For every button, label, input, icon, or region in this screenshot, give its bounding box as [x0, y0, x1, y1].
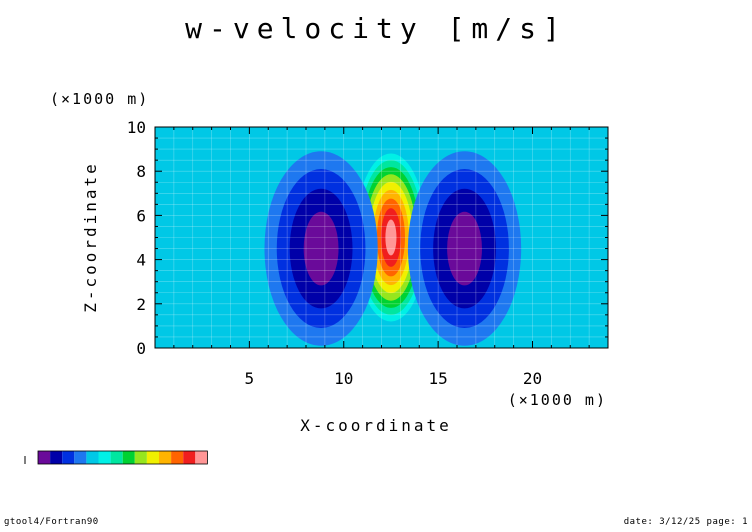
contour-band-updraft-0-13	[385, 219, 397, 256]
x-tick-label: 15	[428, 369, 447, 388]
colorbar-swatch	[110, 451, 123, 464]
colorbar-swatch	[195, 451, 208, 464]
x-tick-label: 20	[523, 369, 542, 388]
chart-title: w-velocity [m/s]	[185, 12, 567, 45]
colorbar-swatch	[98, 451, 111, 464]
y-tick-label: 4	[136, 251, 146, 270]
x-axis-label: X-coordinate	[300, 416, 452, 435]
color-legend	[24, 450, 208, 465]
colorbar-swatch	[86, 451, 99, 464]
contour-fills	[155, 127, 608, 348]
y-unit-label: (×1000 m)	[50, 90, 149, 108]
contour-band-downdraft-2-0	[447, 211, 482, 286]
y-tick-label: 8	[136, 162, 146, 181]
x-tick-label: 5	[245, 369, 255, 388]
colorbar-swatch	[183, 451, 196, 464]
axis-ticks	[154, 126, 609, 349]
colorbar-swatch	[50, 451, 63, 464]
colorbar-swatch	[62, 451, 75, 464]
x-tick-label: 10	[334, 369, 353, 388]
y-tick-label: 2	[136, 295, 146, 314]
y-tick-label: 10	[127, 118, 146, 137]
colorbar-swatch	[146, 451, 159, 464]
y-tick-label: 6	[136, 206, 146, 225]
contour-band-downdraft-1-0	[303, 211, 339, 286]
grid-lines	[155, 127, 608, 348]
colorbar-swatch	[159, 451, 172, 464]
colorbar-frame	[37, 450, 208, 465]
colorbar-swatch	[171, 451, 184, 464]
y-axis-label: Z-coordinate	[81, 161, 100, 313]
colorbar-swatch	[122, 451, 135, 464]
x-unit-label: (×1000 m)	[508, 391, 607, 409]
footer-left: gtool4/Fortran90	[4, 517, 99, 527]
y-tick-label: 0	[136, 339, 146, 358]
colorbar-swatch	[74, 451, 87, 464]
colorbar-swatch	[134, 451, 147, 464]
colorbar-swatch	[38, 451, 51, 464]
tick-labels: 5 10 15 20 0 2 4 6 8 10	[127, 118, 542, 388]
footer-right: date: 3/12/25 page: 1	[623, 517, 748, 527]
